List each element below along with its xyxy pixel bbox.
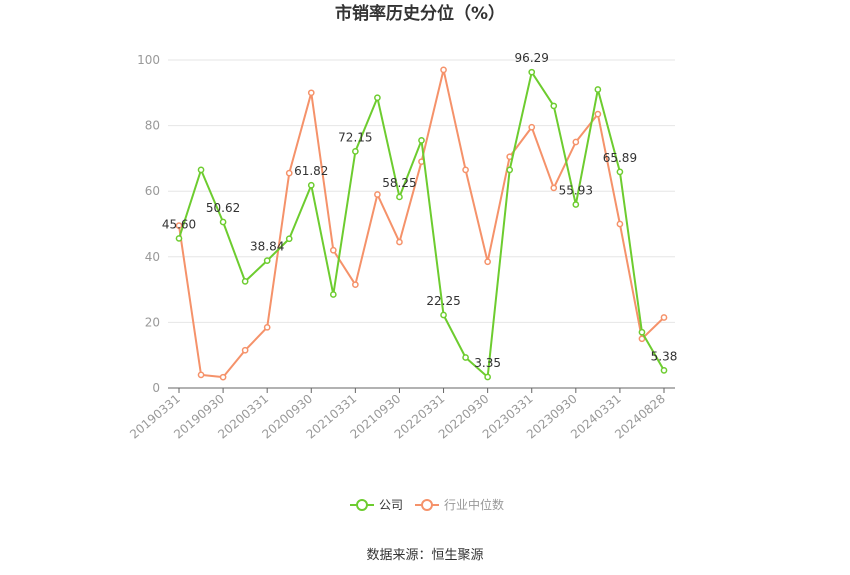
data-point xyxy=(638,328,646,336)
legend-marker xyxy=(421,499,433,511)
data-label: 5.38 xyxy=(651,349,678,363)
data-point xyxy=(396,238,403,246)
data-label-layer: 45.60 50.62 38.84 61.82 72.15 58.25 22.25 3.35 9… xyxy=(162,51,678,370)
chart-title: 市销率历史分位（%） xyxy=(335,3,505,24)
data-label: 55.93 xyxy=(559,184,593,198)
data-point xyxy=(572,138,580,146)
data-point xyxy=(352,281,359,289)
data-point xyxy=(594,110,602,118)
data-point xyxy=(329,246,337,254)
y-tick-label: 80 xyxy=(145,119,160,133)
data-label: 22.25 xyxy=(426,294,460,308)
data-label: 38.84 xyxy=(250,240,284,254)
data-point xyxy=(329,291,337,298)
data-point xyxy=(175,235,183,242)
legend[interactable]: 公司 行业中位数 xyxy=(350,497,504,512)
y-tick-label: 20 xyxy=(145,315,160,329)
data-point xyxy=(241,346,249,354)
data-point xyxy=(550,102,558,110)
data-point xyxy=(594,86,602,93)
data-point xyxy=(307,89,315,97)
y-tick-label: 100 xyxy=(137,53,160,67)
data-label: 72.15 xyxy=(338,130,372,144)
data-point xyxy=(352,147,359,155)
data-label: 45.60 xyxy=(162,217,196,231)
data-point xyxy=(616,220,624,228)
data-point xyxy=(241,278,249,285)
data-point xyxy=(484,258,491,266)
y-tick-label: 0 xyxy=(152,381,160,395)
data-point xyxy=(660,367,668,374)
data-point xyxy=(285,169,293,177)
y-tick-label: 60 xyxy=(145,184,160,198)
data-point xyxy=(550,184,558,192)
data-point xyxy=(638,335,646,343)
data-point xyxy=(263,323,271,331)
data-point xyxy=(660,314,668,321)
data-point xyxy=(528,68,536,76)
data-point xyxy=(219,373,227,381)
data-label: 3.35 xyxy=(474,356,501,370)
data-label: 96.29 xyxy=(515,51,549,65)
data-point xyxy=(440,311,447,319)
data-point xyxy=(374,94,381,102)
data-point xyxy=(374,191,381,198)
data-point xyxy=(307,181,315,189)
data-point xyxy=(506,166,514,174)
data-point xyxy=(484,373,491,381)
data-point xyxy=(418,137,425,144)
data-point xyxy=(572,201,580,208)
legend-label: 公司 xyxy=(379,498,403,512)
data-point xyxy=(175,222,183,229)
data-label: 58.25 xyxy=(382,176,416,190)
series-layer xyxy=(175,66,668,381)
data-point xyxy=(396,193,403,201)
data-point xyxy=(263,257,271,264)
source-text: 数据来源：恒生聚源 xyxy=(366,548,483,563)
data-point xyxy=(197,371,205,379)
data-label: 50.62 xyxy=(206,201,240,215)
data-point xyxy=(462,354,469,361)
data-point xyxy=(528,123,536,131)
data-point xyxy=(285,235,293,243)
data-point xyxy=(219,218,227,226)
data-point xyxy=(616,168,624,176)
legend-marker xyxy=(356,499,368,511)
data-label: 65.89 xyxy=(603,151,637,165)
data-point xyxy=(440,66,447,74)
data-label: 61.82 xyxy=(294,164,328,178)
data-point xyxy=(197,166,205,174)
series-line-1 xyxy=(178,68,665,379)
legend-label: 行业中位数 xyxy=(444,497,504,512)
y-tick-label: 40 xyxy=(145,250,160,264)
series-line-0 xyxy=(178,71,665,379)
data-point xyxy=(462,166,469,174)
